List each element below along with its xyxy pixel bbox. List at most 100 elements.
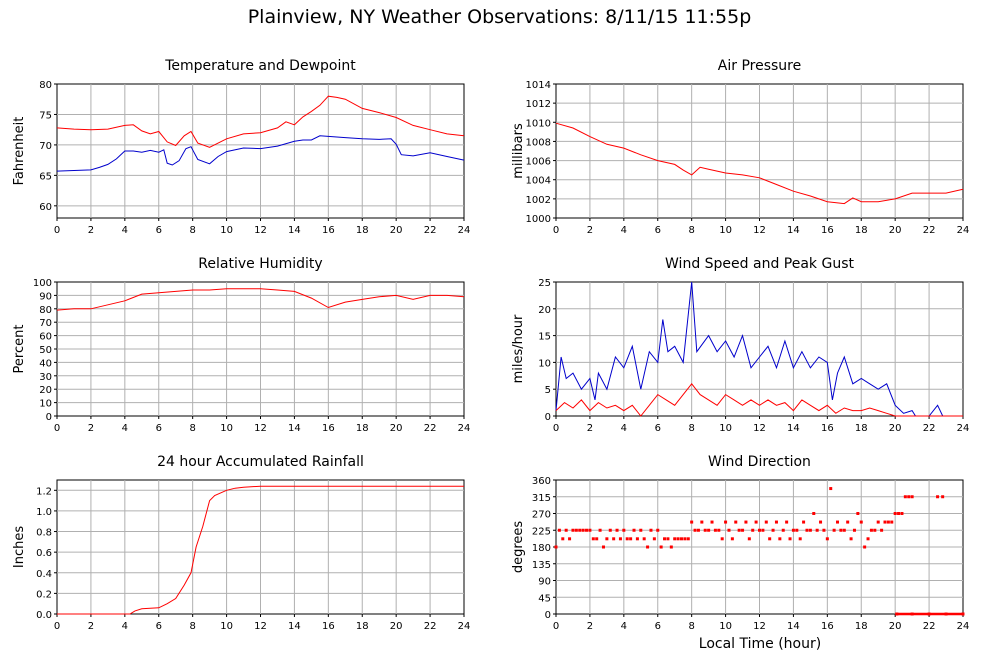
rain-tick-label-x: 2 — [88, 621, 94, 632]
humidity-tick-label-y: 10 — [39, 399, 52, 410]
direction-series-0-point — [683, 537, 687, 541]
direction-series-0-point — [869, 528, 873, 532]
direction-series-0-point — [693, 528, 697, 532]
temp-tick-label-x: 24 — [458, 225, 471, 236]
direction-series-0-point — [856, 512, 860, 515]
direction-series-0-point — [571, 528, 575, 532]
direction-series-0-point — [679, 537, 683, 541]
wind-tick-label-x: 20 — [889, 423, 902, 434]
direction-series-0-point — [612, 537, 616, 541]
direction-series-0-point — [557, 528, 561, 532]
direction-series-0-point — [842, 528, 846, 532]
direction-series-0-point — [944, 612, 948, 616]
humidity-tick-label-y: 40 — [39, 358, 52, 369]
direction-series-0-point — [663, 537, 667, 541]
rain-tick-label-x: 18 — [356, 621, 369, 632]
x-axis-label-local-time: Local Time (hour) — [698, 636, 822, 652]
wind-tick-label-y: 15 — [538, 332, 551, 343]
humidity-tick-label-y: 30 — [39, 372, 52, 383]
direction-series-0-point — [886, 520, 890, 524]
direction-tick-label-x: 24 — [957, 621, 970, 632]
rain-tick-label-x: 10 — [220, 621, 233, 632]
wind-tick-label-x: 10 — [719, 423, 732, 434]
direction-series-0-point — [895, 612, 899, 616]
direction-series-0-point — [588, 528, 592, 532]
direction-tick-label-y: 0 — [545, 610, 551, 621]
direction-series-0-point — [852, 528, 856, 532]
humidity-tick-label-y: 100 — [33, 278, 52, 289]
direction-series-0-point — [936, 495, 940, 499]
pressure-y-axis-label: millibars — [511, 123, 526, 179]
wind-tick-label-x: 12 — [753, 423, 766, 434]
pressure-tick-label-x: 18 — [855, 225, 868, 236]
rain-tick-label-x: 24 — [458, 621, 471, 632]
direction-series-0-point — [961, 612, 965, 616]
wind-tick-label-y: 5 — [545, 385, 551, 396]
direction-series-0-point — [808, 528, 812, 532]
direction-series-0-point — [713, 528, 717, 532]
direction-series-0-point — [585, 528, 589, 532]
wind-y-axis-label: miles/hour — [511, 314, 526, 383]
direction-series-0-point — [859, 520, 863, 524]
direction-series-0-point — [781, 528, 785, 532]
humidity-tick-label-y: 80 — [39, 305, 52, 316]
humidity-tick-label-x: 22 — [424, 423, 437, 434]
direction-series-0-point — [686, 537, 690, 541]
direction-series-0-point — [625, 537, 629, 541]
direction-chart-title: Wind Direction — [708, 454, 811, 470]
direction-series-0-point — [669, 545, 673, 549]
direction-series-0-point — [646, 545, 650, 549]
wind-tick-label-x: 14 — [787, 423, 800, 434]
pressure-tick-label-x: 22 — [923, 225, 936, 236]
rain-y-axis-label: Inches — [12, 526, 27, 568]
pressure-tick-label-y: 1008 — [526, 137, 551, 148]
pressure-tick-label-y: 1006 — [526, 157, 551, 168]
pressure-tick-label-x: 16 — [821, 225, 834, 236]
direction-series-0-point — [849, 537, 853, 541]
pressure-tick-label-x: 4 — [621, 225, 627, 236]
rain-tick-label-y: 1.0 — [36, 507, 52, 518]
direction-series-0-point — [771, 528, 775, 532]
direction-series-0-point — [907, 495, 911, 499]
temp-tick-label-y: 80 — [39, 80, 52, 91]
rain-series-0-line — [57, 485, 464, 615]
direction-tick-label-x: 16 — [821, 621, 834, 632]
direction-series-0-point — [598, 528, 602, 532]
direction-series-0-point — [880, 528, 884, 532]
direction-series-0-point — [690, 520, 694, 524]
direction-series-0-point — [700, 520, 704, 524]
temp-tick-label-y: 60 — [39, 202, 52, 213]
humidity-tick-label-x: 4 — [122, 423, 128, 434]
pressure-tick-label-x: 12 — [753, 225, 766, 236]
pressure-tick-label-y: 1002 — [526, 195, 551, 206]
pressure-chart-title: Air Pressure — [718, 58, 801, 74]
direction-series-0-point — [764, 520, 768, 524]
direction-series-0-point — [639, 528, 643, 532]
direction-series-0-point — [747, 537, 751, 541]
direction-series-0-point — [761, 528, 765, 532]
direction-series-0-point — [591, 537, 595, 541]
temp-tick-label-y: 75 — [39, 110, 52, 121]
humidity-tick-label-x: 20 — [390, 423, 403, 434]
direction-series-0-point — [822, 528, 826, 532]
temp-series-1-line — [56, 135, 465, 172]
wind-tick-label-y: 25 — [538, 278, 551, 289]
direction-series-0-point — [642, 537, 646, 541]
temp-tick-label-x: 10 — [220, 225, 233, 236]
direction-tick-label-y: 180 — [532, 543, 551, 554]
direction-series-0-point — [724, 520, 728, 524]
pressure-tick-label-x: 6 — [655, 225, 661, 236]
direction-series-0-point — [815, 528, 819, 532]
direction-tick-label-x: 10 — [719, 621, 732, 632]
humidity-tick-label-y: 70 — [39, 318, 52, 329]
wind-tick-label-x: 16 — [821, 423, 834, 434]
humidity-tick-label-x: 0 — [54, 423, 60, 434]
wind-tick-label-x: 2 — [587, 423, 593, 434]
direction-series-0-point — [734, 520, 738, 524]
pressure-series-0-line — [555, 122, 964, 205]
humidity-chart-title: Relative Humidity — [198, 256, 322, 272]
direction-series-0-point — [791, 528, 795, 532]
direction-series-0-point — [595, 537, 599, 541]
direction-series-0-point — [897, 512, 901, 515]
direction-tick-label-y: 135 — [532, 560, 551, 571]
